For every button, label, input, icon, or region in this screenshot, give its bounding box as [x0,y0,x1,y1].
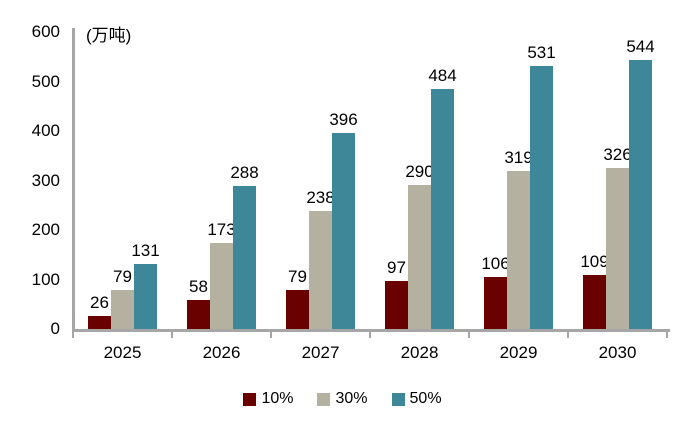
bar-value-label: 290 [405,162,434,182]
legend-swatch-10pct [243,392,257,406]
x-category-label-2026: 2026 [202,343,241,362]
legend-label: 10% [261,390,294,407]
bar-10pct-2026 [187,300,210,329]
bar-10pct-2029 [484,276,507,329]
legend-item-10pct: 10% [243,390,293,408]
bar-value-label: 531 [527,43,556,63]
bar-30pct-2030 [606,167,629,329]
bar-10pct-2025 [88,316,111,329]
bar-10pct-2030 [583,275,606,329]
y-axis-line [72,28,75,332]
x-axis-tick [270,329,272,338]
x-category-label-2030: 2030 [598,343,637,362]
bar-30pct-2028 [408,185,431,329]
bar-50pct-2027 [332,132,355,329]
bar-value-label: 26 [90,293,109,313]
bar-value-label: 58 [189,277,208,297]
bar-50pct-2028 [431,89,454,329]
bar-value-label: 131 [131,241,160,261]
bar-value-label: 106 [481,253,510,273]
legend-swatch-30pct [317,392,331,406]
y-tick-label: 400 [31,121,60,140]
x-axis-line [72,329,670,332]
bar-50pct-2029 [530,66,553,329]
bar-value-label: 173 [207,220,236,240]
bar-value-label: 97 [387,257,406,277]
y-axis-unit-label: (万吨) [86,26,132,45]
bar-50pct-2026 [233,186,256,329]
bar-30pct-2025 [111,289,134,329]
legend-item-50pct: 50% [391,390,442,408]
legend: 10% 30% 50% [0,390,685,408]
legend-item-30pct: 30% [317,390,368,408]
legend-label: 30% [335,390,368,407]
bar-10pct-2027 [286,289,309,329]
bar-value-label: 396 [329,109,358,129]
x-axis-tick [567,329,569,338]
y-tick-label: 100 [31,269,60,289]
bar-value-label: 79 [113,266,132,286]
bar-50pct-2030 [629,59,652,329]
y-tick-label: 200 [31,220,60,239]
bar-value-label: 238 [306,188,335,208]
y-tick-label: 600 [31,22,60,41]
bar-value-label: 319 [504,148,533,168]
x-category-label-2029: 2029 [499,343,538,362]
y-tick-label: 500 [31,71,60,91]
x-axis-tick [171,329,173,338]
bar-30pct-2027 [309,211,332,329]
x-category-label-2028: 2028 [400,343,439,362]
x-axis-tick [369,329,371,338]
bar-30pct-2029 [507,171,530,329]
bar-value-label: 326 [603,144,632,164]
x-axis-tick [72,329,74,338]
bar-30pct-2026 [210,243,233,329]
x-axis-tick [666,329,668,338]
x-category-label-2027: 2027 [301,343,340,362]
bar-value-label: 544 [626,36,655,56]
bar-50pct-2025 [134,264,157,329]
bar-10pct-2028 [385,280,408,329]
y-tick-label: 300 [31,170,60,190]
x-category-label-2025: 2025 [103,343,142,362]
legend-swatch-50pct [391,392,405,406]
y-tick-label: 0 [50,319,60,338]
bar-value-label: 79 [288,266,307,286]
bar-value-label: 109 [580,252,609,272]
bar-value-label: 484 [428,66,457,86]
x-axis-tick [468,329,470,338]
bar-value-label: 288 [230,163,259,183]
legend-label: 50% [409,390,442,407]
